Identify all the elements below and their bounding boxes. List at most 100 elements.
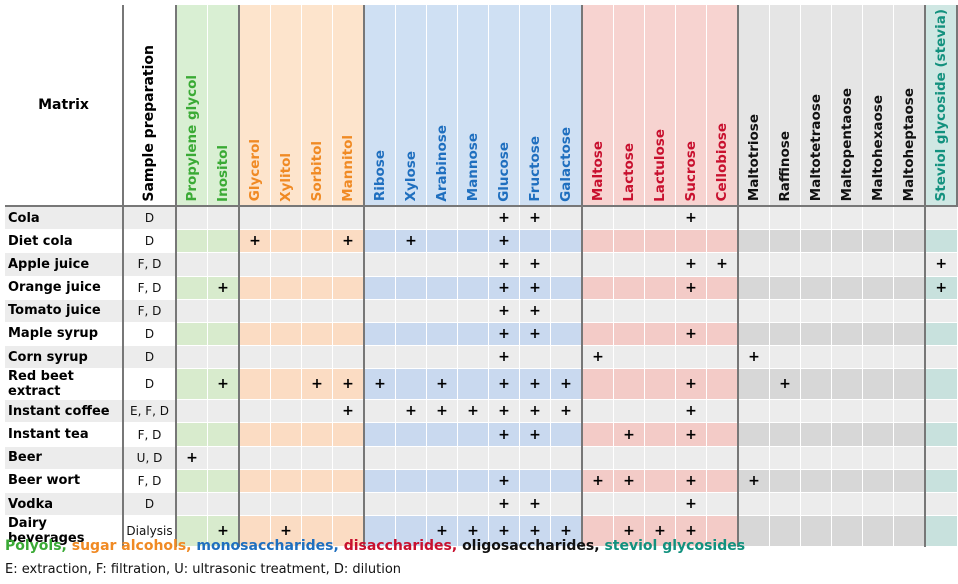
cell-arabinose: + [426,368,458,400]
cell-raffinose [769,492,801,516]
cell-xylose [395,469,427,493]
cell-maltotriose [737,299,770,323]
cell-inositol [207,345,240,369]
sample-preparation-header: Sample preparation [123,5,177,208]
presence-mark: + [311,376,323,393]
cell-inositol [207,299,240,323]
sample-preparation: D [123,368,177,400]
table-row: Instant coffee E, F, D + + + + + + + + [5,399,958,423]
presence-mark: + [467,403,479,420]
cell-maltotetraose [800,252,832,276]
column-label-maltohexaose: Maltohexaose [870,95,886,202]
matrix-name: Corn syrup [5,345,124,369]
cell-maltotriose [737,492,770,516]
cell-sorbitol [301,469,333,493]
cell-mannose [457,422,489,447]
presence-mark: + [779,376,791,393]
cell-inositol: + [207,368,240,400]
cell-glucose: + [488,399,520,423]
cell-glycerol: + [238,229,271,253]
cell-steviol-glycoside-stevia [924,446,958,470]
cell-maltoheptaose [893,252,926,276]
column-label-raffinose: Raffinose [777,130,793,202]
cell-lactulose [644,276,676,300]
cell-galactose [550,422,583,447]
cell-ribose [363,446,396,470]
sample-preparation: D [123,322,177,346]
cell-maltohexaose [862,515,894,547]
presence-mark: + [685,279,697,296]
cell-maltose [581,206,614,230]
presence-mark: + [374,376,386,393]
cell-xylose [395,446,427,470]
cell-lactose [613,368,645,400]
cell-xylitol [270,422,302,447]
sample-preparation: D [123,492,177,516]
column-label-ribose: Ribose [372,150,388,202]
presence-mark: + [498,523,510,540]
cell-maltotriose [737,206,770,230]
presence-mark: + [498,325,510,342]
column-header-maltotriose: Maltotriose [737,5,770,208]
cell-arabinose [426,229,458,253]
cell-maltotetraose [800,276,832,300]
cell-maltohexaose [862,422,894,447]
cell-raffinose [769,276,801,300]
cell-sucrose: + [675,515,707,547]
cell-fructose [519,229,551,253]
matrix-name: Dairy beverages [5,515,124,547]
cell-xylitol [270,399,302,423]
cell-cellobiose [706,422,739,447]
presence-mark: + [592,472,604,489]
cell-inositol [207,492,240,516]
cell-mannitol [332,252,365,276]
cell-lactulose [644,322,676,346]
cell-maltopentaose [831,492,863,516]
cell-arabinose [426,492,458,516]
cell-glycerol [238,515,271,547]
sample-preparation: F, D [123,252,177,276]
cell-fructose: + [519,299,551,323]
presence-mark: + [529,496,541,513]
cell-arabinose [426,469,458,493]
cell-steviol-glycoside-stevia [924,206,958,230]
cell-mannitol: + [332,229,365,253]
cell-glycerol [238,206,271,230]
cell-maltose [581,515,614,547]
cell-maltoheptaose [893,276,926,300]
cell-xylitol [270,446,302,470]
column-header-glucose: Glucose [488,5,520,208]
column-header-sucrose: Sucrose [675,5,707,208]
cell-cellobiose [706,206,739,230]
column-header-arabinose: Arabinose [426,5,458,208]
presence-mark: + [498,403,510,420]
presence-mark: + [623,426,635,443]
cell-sucrose: + [675,252,707,276]
cell-sorbitol [301,276,333,300]
cell-mannose [457,492,489,516]
cell-maltopentaose [831,422,863,447]
cell-xylitol: + [270,515,302,547]
matrix-name: Instant tea [5,422,124,447]
cell-mannose [457,229,489,253]
presence-mark: + [498,496,510,513]
cell-lactose [613,206,645,230]
cell-sorbitol: + [301,368,333,400]
cell-xylose [395,422,427,447]
cell-lactose [613,399,645,423]
cell-cellobiose [706,446,739,470]
presence-mark: + [685,403,697,420]
cell-propylene-glycol [175,422,208,447]
cell-cellobiose: + [706,252,739,276]
matrix-name: Vodka [5,492,124,516]
cell-xylitol [270,276,302,300]
cell-galactose [550,492,583,516]
presence-mark: + [498,256,510,273]
cell-maltopentaose [831,446,863,470]
cell-maltopentaose [831,368,863,400]
column-label-galactose: Galactose [558,126,574,202]
presence-mark: + [498,279,510,296]
presence-mark: + [529,302,541,319]
cell-maltohexaose [862,469,894,493]
cell-cellobiose [706,469,739,493]
